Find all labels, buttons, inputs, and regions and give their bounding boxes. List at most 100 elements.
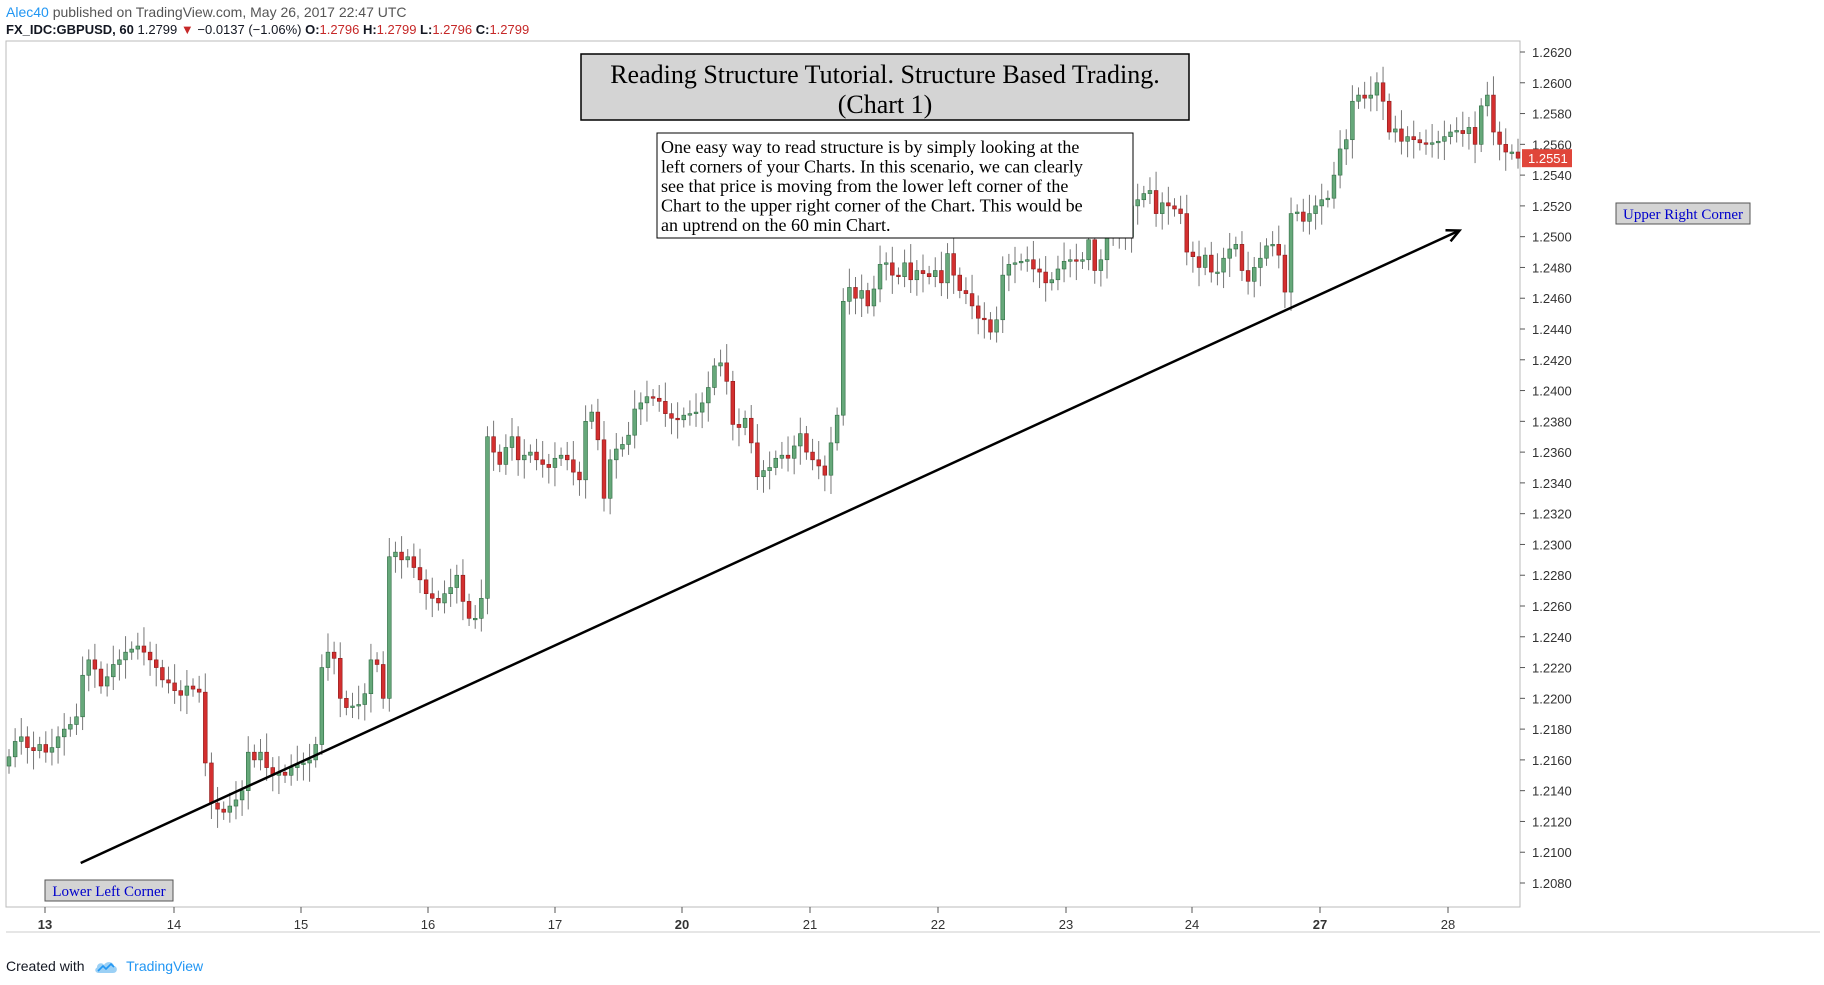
price-tick-label: 1.2440 [1532, 322, 1572, 337]
price-tick-label: 1.2520 [1532, 199, 1572, 214]
price-tick-label: 1.2180 [1532, 722, 1572, 737]
candle-down [1472, 127, 1478, 145]
candle-down [172, 682, 177, 691]
candle-up [828, 442, 834, 476]
candle-up [485, 436, 490, 599]
candle-down [822, 465, 828, 476]
candle-down [374, 659, 380, 665]
candle-down [988, 319, 993, 333]
candle-down [147, 651, 153, 661]
candle-up [19, 736, 24, 742]
candle-up [718, 362, 723, 367]
candle-up [319, 667, 325, 745]
candle-down [1411, 136, 1416, 141]
candle-up [1233, 244, 1239, 250]
candle-down [221, 808, 226, 813]
candle-down [252, 751, 257, 761]
annotation-text-line: One easy way to read structure is by sim… [661, 137, 1079, 157]
candle-down [975, 305, 981, 319]
low-label: L: [420, 22, 433, 37]
candle-up [945, 253, 950, 284]
candle-down [1190, 251, 1196, 257]
price-tick-label: 1.2260 [1532, 599, 1572, 614]
candle-up [914, 270, 920, 281]
close-label: C: [475, 22, 490, 37]
candle-down [957, 274, 962, 291]
price-tick-label: 1.2580 [1532, 107, 1572, 122]
high-label: H: [362, 22, 377, 37]
candle-down [601, 439, 607, 499]
candle-down [546, 464, 552, 468]
candle-down [331, 651, 337, 659]
uptrend-arrow-line [80, 229, 1460, 865]
candle-down [577, 471, 582, 481]
candle-up [706, 387, 711, 404]
candle-up [288, 767, 294, 776]
candle-down [1362, 94, 1367, 99]
candle-up [994, 319, 999, 333]
candle-down [1386, 100, 1392, 133]
candle-down [215, 802, 220, 810]
candle-up [135, 645, 141, 650]
candle-up [86, 659, 91, 676]
candle-up [1135, 199, 1140, 207]
candle-up [1055, 268, 1061, 281]
candle-down [810, 451, 815, 461]
candle-down [1503, 144, 1508, 153]
candle-up [405, 556, 410, 561]
candle-up [1331, 174, 1337, 199]
candle-down [166, 679, 171, 684]
chart-title-box: Reading Structure Tutorial. Structure Ba… [580, 53, 1190, 121]
candle-up [687, 413, 693, 416]
candle-up [1147, 190, 1153, 194]
symbol-name[interactable]: FX_IDC:GBPUSD, 60 [6, 22, 134, 37]
down-arrow-icon: ▼ [180, 22, 194, 37]
candle-up [233, 799, 239, 807]
candle-up [699, 402, 705, 413]
candle-up [123, 651, 128, 661]
candle-down [1239, 244, 1245, 271]
time-tick-label: 16 [421, 917, 435, 932]
price-tick-label: 1.2220 [1532, 661, 1572, 676]
current-price-tag-bg [1522, 149, 1572, 168]
annotation-text-line: Chart to the upper right corner of the C… [661, 196, 1083, 216]
lower-left-corner-label: Lower Left Corner [44, 879, 174, 902]
candle-up [1344, 139, 1349, 150]
candle-down [540, 459, 545, 465]
candle-down [908, 262, 913, 281]
candle-down [203, 691, 208, 764]
candle-up [227, 805, 233, 813]
tradingview-cloud-icon [95, 962, 118, 974]
candle-up [1478, 105, 1484, 145]
candle-down [92, 659, 98, 670]
candle-down [1497, 131, 1502, 145]
price-tick-label: 1.2600 [1532, 76, 1572, 91]
chart-header: Alec40 published on TradingView.com, May… [6, 0, 1818, 40]
time-tick-label: 28 [1441, 917, 1455, 932]
candle-down [1301, 211, 1306, 222]
candle-up [68, 724, 73, 730]
price-tick-label: 1.2140 [1532, 784, 1572, 799]
candle-down [890, 262, 895, 276]
candle-down [43, 744, 49, 753]
candle-down [25, 736, 30, 748]
candle-down [466, 601, 472, 619]
candle-up [1374, 82, 1380, 96]
candle-up [607, 459, 613, 499]
candle-up [387, 556, 392, 699]
candle-down [417, 567, 423, 581]
candle-up [841, 300, 846, 416]
low-value: 1.2796 [432, 22, 473, 37]
candle-down [896, 274, 901, 277]
candle-down [1515, 151, 1521, 159]
candle-down [436, 598, 441, 604]
candle-up [528, 451, 533, 456]
author-link[interactable]: Alec40 [6, 4, 49, 20]
candle-down [196, 688, 202, 693]
price-tick-label: 1.2460 [1532, 291, 1572, 306]
candle-up [350, 705, 355, 708]
tradingview-brand-link[interactable]: TradingView [126, 958, 204, 974]
candle-up [62, 728, 67, 738]
candle-down [1399, 128, 1404, 142]
